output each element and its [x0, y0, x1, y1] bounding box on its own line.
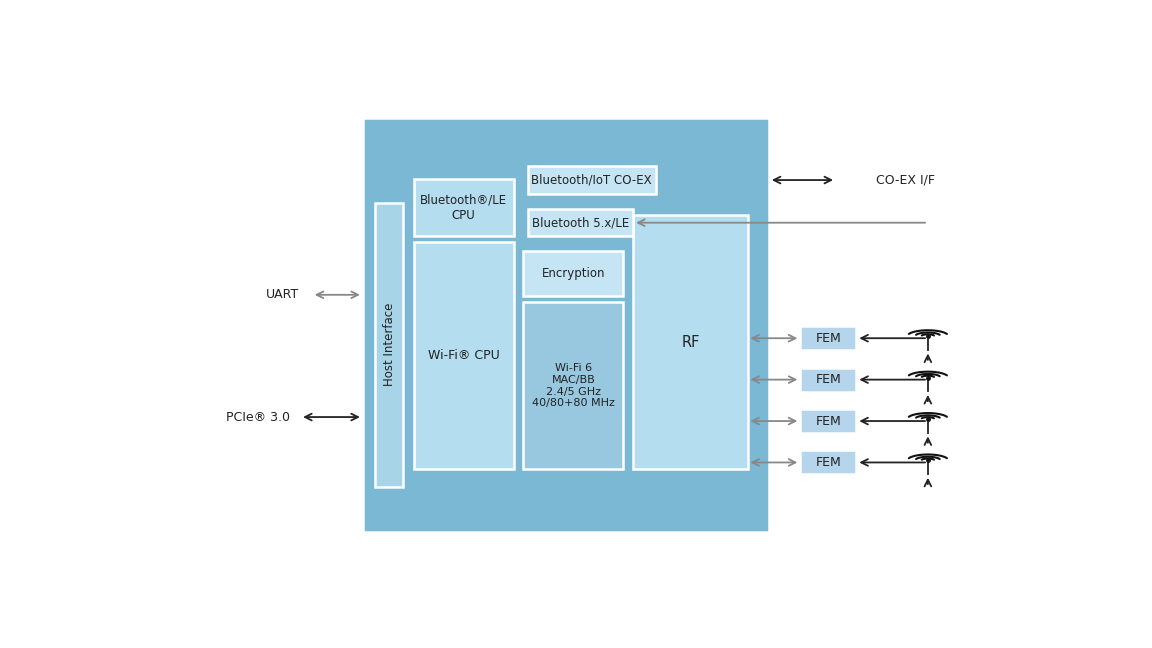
Text: Wi-Fi 6
MAC/BB
2.4/5 GHz
40/80+80 MHz: Wi-Fi 6 MAC/BB 2.4/5 GHz 40/80+80 MHz: [532, 364, 615, 408]
Text: FEM: FEM: [816, 373, 841, 386]
Text: Encryption: Encryption: [541, 268, 605, 281]
Text: FEM: FEM: [816, 456, 841, 469]
Text: Bluetooth®/LE
CPU: Bluetooth®/LE CPU: [420, 194, 507, 222]
FancyBboxPatch shape: [523, 302, 623, 469]
FancyBboxPatch shape: [528, 166, 655, 194]
Text: Host Interface: Host Interface: [382, 303, 395, 386]
Text: Bluetooth/IoT CO-EX: Bluetooth/IoT CO-EX: [531, 173, 652, 186]
FancyBboxPatch shape: [801, 450, 856, 474]
Text: FEM: FEM: [816, 415, 841, 428]
Text: Bluetooth 5.x/LE: Bluetooth 5.x/LE: [532, 216, 629, 229]
Text: UART: UART: [266, 288, 300, 301]
Text: CO-EX I/F: CO-EX I/F: [876, 174, 935, 187]
FancyBboxPatch shape: [414, 179, 514, 237]
Text: PCIe® 3.0: PCIe® 3.0: [226, 411, 290, 424]
FancyBboxPatch shape: [414, 242, 514, 469]
FancyBboxPatch shape: [801, 326, 856, 350]
FancyBboxPatch shape: [528, 209, 634, 237]
FancyBboxPatch shape: [523, 251, 623, 296]
FancyBboxPatch shape: [634, 215, 748, 469]
FancyBboxPatch shape: [363, 118, 768, 532]
FancyBboxPatch shape: [801, 409, 856, 433]
Text: Wi-Fi® CPU: Wi-Fi® CPU: [427, 349, 500, 362]
Text: RF: RF: [681, 335, 699, 350]
FancyBboxPatch shape: [801, 367, 856, 391]
FancyBboxPatch shape: [376, 202, 403, 487]
Text: FEM: FEM: [816, 332, 841, 345]
